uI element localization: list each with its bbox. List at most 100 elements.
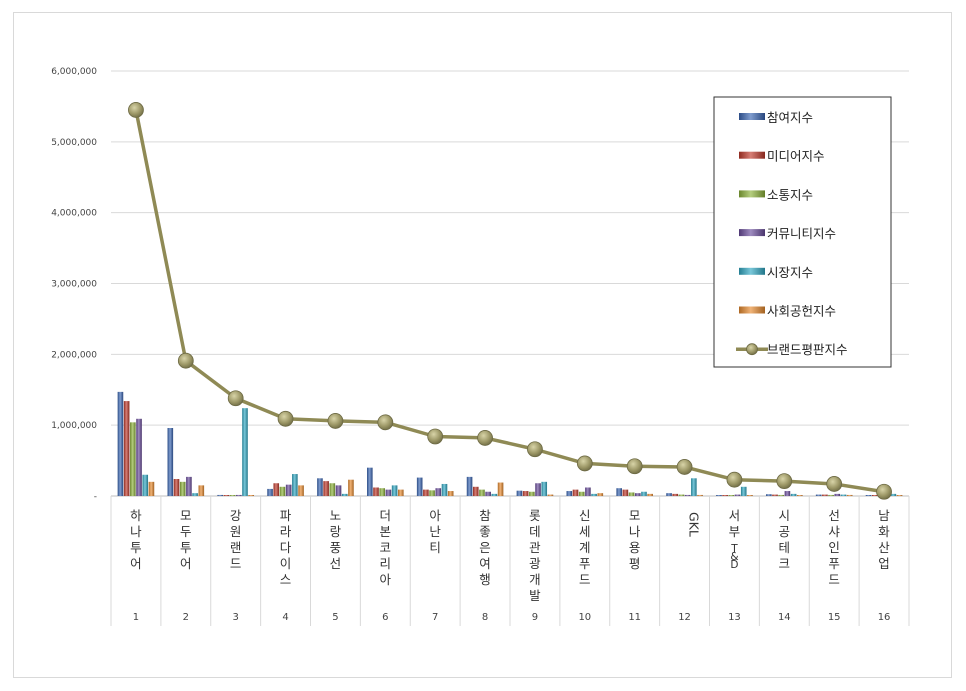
y-tick-label: - <box>94 492 97 502</box>
bar-6 <box>298 485 304 496</box>
bar-5 <box>641 491 647 496</box>
x-rank-label: 13 <box>728 612 741 623</box>
bar-3 <box>628 492 635 496</box>
y-tick-label: 6,000,000 <box>51 67 97 77</box>
bar-5 <box>840 494 847 496</box>
legend-label: 참여지수 <box>767 110 813 125</box>
line-point <box>427 428 444 445</box>
line-point <box>676 459 693 475</box>
bar-1 <box>516 490 523 496</box>
line-point <box>527 441 543 458</box>
bar-5 <box>242 408 248 496</box>
bar-3 <box>429 490 435 496</box>
line-point <box>377 414 394 431</box>
bar-1 <box>217 494 223 496</box>
legend-swatch <box>739 113 765 120</box>
x-rank-label: 7 <box>432 612 438 623</box>
bar-1 <box>416 477 423 496</box>
bar-2 <box>622 489 629 496</box>
bar-5 <box>790 493 797 496</box>
bar-5 <box>391 485 398 496</box>
bar-4 <box>834 493 841 496</box>
y-tick-label: 5,000,000 <box>51 138 97 148</box>
bar-5 <box>541 481 548 496</box>
legend-swatch <box>739 229 765 237</box>
bar-3 <box>678 494 685 496</box>
x-rank-label: 14 <box>778 612 791 623</box>
x-rank-label: 3 <box>233 612 239 623</box>
legend-label: 시장지수 <box>767 265 813 280</box>
y-tick-label: 2,000,000 <box>51 350 97 360</box>
line-point <box>876 483 892 500</box>
bar-2 <box>423 489 429 496</box>
x-rank-label: 12 <box>678 612 691 623</box>
bar-3 <box>778 494 785 496</box>
x-rank-label: 11 <box>628 612 641 623</box>
bar-3 <box>479 489 485 496</box>
bar-2 <box>123 401 130 496</box>
bar-5 <box>142 474 149 496</box>
legend-swatch <box>739 151 765 159</box>
legend-label: 소통지수 <box>767 187 813 202</box>
bar-1 <box>815 494 822 496</box>
bar-2 <box>572 489 579 496</box>
bar-3 <box>279 486 286 496</box>
y-tick-label: 1,000,000 <box>51 421 97 431</box>
line-point <box>277 410 294 427</box>
bar-6 <box>797 495 803 496</box>
bar-4 <box>285 484 292 496</box>
bar-2 <box>871 495 878 496</box>
bar-6 <box>846 494 853 496</box>
bar-5 <box>591 493 597 496</box>
bar-4 <box>734 494 741 496</box>
bar-6 <box>597 493 604 496</box>
x-rank-label: 6 <box>382 612 388 623</box>
bar-4 <box>335 485 342 496</box>
line-point <box>576 455 593 472</box>
bar-1 <box>766 494 772 496</box>
x-rank-label: 10 <box>578 612 591 623</box>
bar-3 <box>578 491 585 496</box>
bar-4 <box>485 491 491 496</box>
bar-3 <box>179 481 186 496</box>
bar-5 <box>491 493 498 496</box>
bar-6 <box>348 479 354 496</box>
bar-1 <box>466 476 473 496</box>
bar-6 <box>248 495 254 496</box>
line-point <box>128 102 144 118</box>
x-rank-label: 15 <box>828 612 841 623</box>
y-tick-label: 3,000,000 <box>51 280 97 290</box>
x-category-label: 서 부 T & D <box>729 508 741 571</box>
legend-label: 커뮤니티지수 <box>767 226 836 241</box>
bar-1 <box>317 478 323 496</box>
bar-3 <box>529 491 535 496</box>
bar-5 <box>192 493 198 496</box>
bar-4 <box>385 489 392 496</box>
x-rank-label: 8 <box>482 612 488 623</box>
bar-2 <box>722 495 728 496</box>
x-category-label: GKL <box>687 512 702 537</box>
bar-5 <box>341 493 348 496</box>
y-tick-label: 4,000,000 <box>51 209 97 219</box>
bar-3 <box>229 495 236 496</box>
line-point <box>726 471 743 488</box>
bar-4 <box>634 493 641 496</box>
bar-5 <box>740 486 747 496</box>
bar-1 <box>616 488 622 496</box>
legend-swatch <box>739 190 765 198</box>
line-point <box>177 352 194 369</box>
bar-5 <box>691 478 697 496</box>
bar-4 <box>684 494 691 496</box>
bar-4 <box>535 483 541 496</box>
legend-label: 브랜드평판지수 <box>767 342 848 357</box>
